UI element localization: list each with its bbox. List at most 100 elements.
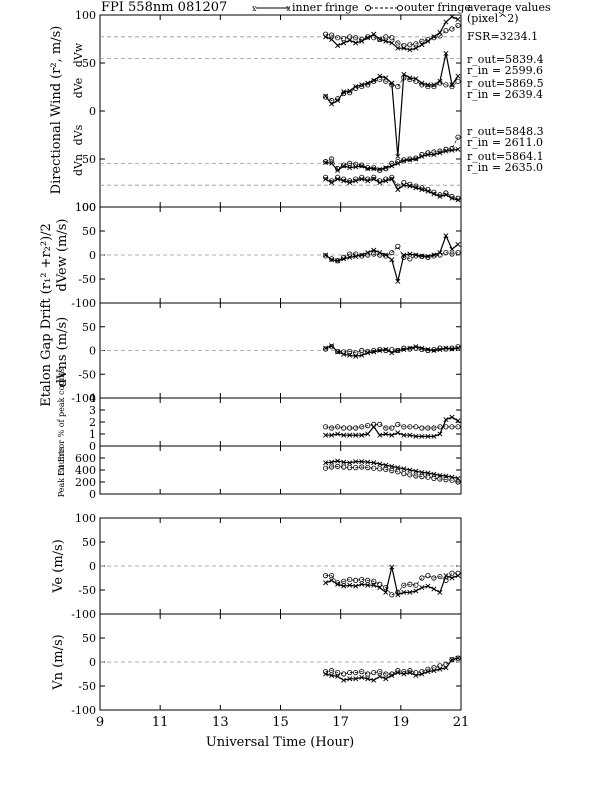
o-marker <box>323 94 329 100</box>
y-tick-label: 100 <box>75 9 96 22</box>
y-tick-label: 0 <box>89 656 96 669</box>
o-marker <box>401 42 407 49</box>
o-marker <box>425 186 431 193</box>
x-marker <box>449 14 455 20</box>
x-marker <box>359 581 365 587</box>
y-tick-label: -100 <box>71 392 96 405</box>
o-marker <box>437 33 443 39</box>
x-marker <box>389 463 395 469</box>
x-marker <box>413 468 419 474</box>
o-marker <box>443 577 449 584</box>
y-tick-label: 100 <box>75 512 96 525</box>
o-marker <box>455 195 461 201</box>
x-marker <box>347 88 353 94</box>
o-marker <box>323 174 329 180</box>
o-marker <box>437 424 443 430</box>
o-marker <box>347 251 353 257</box>
y-tick-label: -100 <box>71 297 96 310</box>
x-marker <box>443 573 449 579</box>
o-marker <box>425 36 431 43</box>
x-marker <box>389 432 395 438</box>
o-marker <box>431 149 437 155</box>
y-tick-label: 50 <box>82 321 96 334</box>
o-marker <box>341 162 347 168</box>
panel-dvew: 100 50 0 -50 -100 <box>71 201 462 310</box>
o-marker <box>335 96 341 102</box>
o-marker <box>443 82 449 88</box>
x-marker <box>377 673 383 679</box>
x-marker <box>455 146 461 152</box>
o-marker <box>407 472 413 478</box>
x-marker <box>389 176 395 182</box>
o-marker <box>353 669 359 676</box>
x-marker <box>353 583 359 589</box>
o-marker <box>347 425 353 431</box>
o-marker <box>425 666 431 672</box>
o-marker <box>335 258 341 264</box>
fit-ylabel: Fit Error % of peak counts <box>57 368 66 476</box>
o-marker <box>407 346 413 352</box>
o-marker <box>377 668 383 675</box>
panel-frame <box>99 14 462 208</box>
o-marker <box>353 85 359 91</box>
x-marker <box>449 414 455 420</box>
o-marker <box>359 424 365 430</box>
o-marker <box>347 160 353 166</box>
y-tick-label: 3 <box>89 404 96 417</box>
x-marker <box>377 180 383 186</box>
avg-unit: (pixel^2) <box>467 12 519 25</box>
x-marker <box>353 676 359 682</box>
o-marker <box>419 185 425 191</box>
o-marker <box>323 424 329 430</box>
dvn-label: dVn <box>72 154 85 176</box>
o-marker <box>335 166 341 172</box>
o-marker <box>419 575 425 581</box>
o-marker <box>395 589 401 596</box>
o-marker <box>323 159 329 165</box>
o-marker <box>401 668 407 675</box>
o-marker <box>407 668 413 674</box>
o-marker <box>377 346 383 353</box>
o-marker <box>359 174 365 180</box>
x-marker <box>437 78 443 84</box>
y-tick-label: -50 <box>78 680 96 693</box>
y-tick-label: 0 <box>89 440 96 453</box>
y-tick-label: 400 <box>75 464 96 477</box>
x-marker <box>329 672 335 678</box>
o-marker <box>389 174 395 180</box>
x-marker <box>347 432 353 438</box>
o-marker <box>353 425 359 431</box>
o-marker <box>383 425 389 431</box>
x-marker <box>443 50 449 56</box>
o-marker <box>389 82 395 88</box>
o-marker <box>323 31 329 37</box>
o-marker <box>401 179 407 186</box>
x-marker <box>383 347 389 353</box>
o-marker <box>371 251 377 257</box>
o-marker <box>431 189 437 195</box>
o-marker <box>419 473 425 480</box>
o-marker <box>449 145 455 152</box>
o-marker <box>365 464 371 471</box>
o-marker <box>425 83 431 90</box>
x-marker <box>365 166 371 172</box>
o-marker <box>425 254 431 260</box>
y-tick-label: 50 <box>82 57 96 70</box>
o-marker <box>389 467 395 474</box>
o-marker <box>419 152 425 158</box>
y-tick-label: -50 <box>78 584 96 597</box>
x-marker <box>437 431 443 437</box>
o-marker <box>449 251 455 257</box>
o-marker <box>323 346 329 352</box>
o-marker <box>437 476 443 482</box>
o-marker <box>335 580 341 586</box>
o-marker <box>455 479 461 485</box>
y-tick-label: 50 <box>82 632 96 645</box>
o-marker <box>443 250 449 256</box>
o-marker <box>377 36 383 43</box>
x-marker <box>371 460 377 466</box>
x-marker <box>395 465 401 471</box>
o-marker <box>359 253 365 259</box>
o-marker <box>431 346 437 353</box>
